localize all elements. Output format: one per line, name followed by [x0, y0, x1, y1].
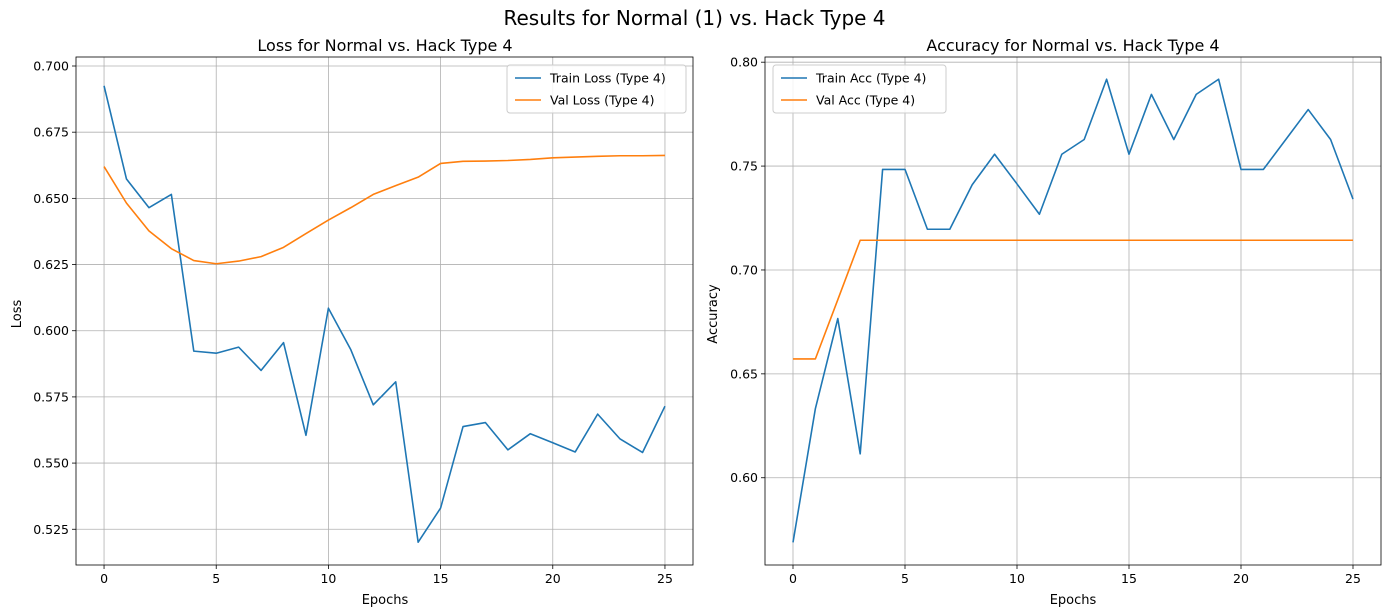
accuracy-chart-legend: Train Acc (Type 4) Val Acc (Type 4)	[772, 64, 947, 114]
loss-chart-y-tick-label: 0.675	[33, 125, 69, 140]
accuracy-chart-y-tick-label: 0.80	[730, 55, 758, 70]
loss-chart-x-tick-label: 0	[100, 571, 108, 586]
loss-chart-title: Loss for Normal vs. Hack Type 4	[257, 36, 512, 55]
accuracy-chart-series-line-val	[793, 239, 1353, 360]
accuracy-chart-series-line-train	[792, 78, 1354, 543]
loss-chart-y-tick-label: 0.625	[33, 257, 69, 272]
loss-chart-x-tick-label: 25	[657, 571, 673, 586]
accuracy-chart-axes-frame	[764, 56, 1382, 566]
loss-chart-y-tick-label: 0.650	[33, 191, 69, 206]
accuracy-chart-x-tick-label: 25	[1345, 571, 1361, 586]
loss-chart-y-tick-label: 0.550	[33, 456, 69, 471]
accuracy-chart-legend-label: Val Acc (Type 4)	[816, 93, 915, 108]
loss-chart-y-tick-label: 0.575	[33, 389, 69, 404]
loss-chart-x-tick-label: 10	[320, 571, 336, 586]
accuracy-chart-x-tick-label: 15	[1121, 571, 1137, 586]
accuracy-chart-y-tick-label: 0.60	[730, 470, 758, 485]
accuracy-chart-ylabel: Accuracy	[706, 284, 721, 344]
loss-chart-series-line-train	[103, 85, 666, 544]
accuracy-chart-x-tick-label: 0	[789, 571, 797, 586]
accuracy-chart-xlabel: Epochs	[1050, 593, 1097, 608]
loss-chart-x-tick-label: 5	[212, 571, 220, 586]
accuracy-chart-legend-box	[772, 64, 947, 114]
accuracy-chart: Accuracy for Normal vs. Hack Type 4 Epoc…	[706, 36, 1382, 608]
accuracy-chart-y-tick-label: 0.75	[730, 159, 758, 174]
loss-chart-legend: Train Loss (Type 4) Val Loss (Type 4)	[506, 64, 687, 114]
figure-suptitle: Results for Normal (1) vs. Hack Type 4	[503, 6, 885, 30]
accuracy-chart-grid	[765, 57, 1381, 565]
loss-chart: Loss for Normal vs. Hack Type 4 Epochs L…	[10, 36, 694, 608]
loss-chart-legend-label: Train Loss (Type 4)	[549, 71, 666, 86]
loss-chart-series-line-val	[103, 154, 665, 265]
loss-chart-y-tick-label: 0.525	[33, 522, 69, 537]
accuracy-chart-legend-label: Train Acc (Type 4)	[815, 71, 926, 86]
loss-chart-y-tick-label: 0.700	[33, 59, 69, 74]
accuracy-chart-y-tick-label: 0.65	[730, 366, 758, 381]
accuracy-chart-title: Accuracy for Normal vs. Hack Type 4	[926, 36, 1219, 55]
accuracy-chart-x-tick-label: 10	[1009, 571, 1025, 586]
loss-chart-legend-box	[506, 64, 687, 114]
accuracy-chart-x-tick-label: 20	[1233, 571, 1249, 586]
loss-chart-xlabel: Epochs	[362, 593, 409, 608]
loss-chart-grid	[76, 57, 693, 565]
accuracy-chart-y-tick-label: 0.70	[730, 262, 758, 277]
loss-chart-x-tick-label: 15	[433, 571, 449, 586]
loss-chart-y-tick-label: 0.600	[33, 323, 69, 338]
loss-chart-legend-label: Val Loss (Type 4)	[550, 93, 654, 108]
loss-chart-x-tick-label: 20	[545, 571, 561, 586]
accuracy-chart-x-tick-label: 5	[901, 571, 909, 586]
loss-chart-ylabel: Loss	[10, 300, 25, 329]
loss-chart-axes-frame	[75, 56, 694, 566]
